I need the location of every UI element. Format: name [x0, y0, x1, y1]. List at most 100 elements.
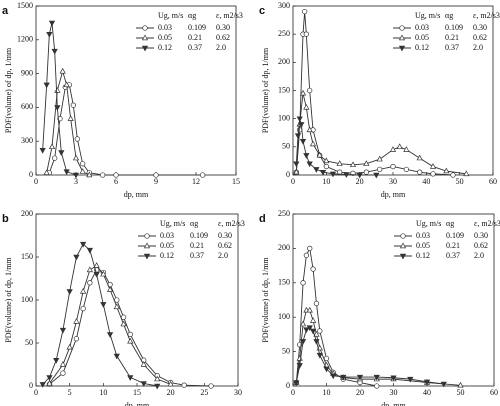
x-tick-label: 20 [356, 177, 364, 186]
marker [73, 318, 80, 324]
y-tick-label: 0 [29, 170, 33, 179]
marker [340, 374, 347, 381]
panel-letter: b [2, 213, 9, 225]
marker [319, 169, 327, 176]
marker [306, 325, 313, 332]
legend-label: 0.05 [416, 241, 430, 250]
legend-header: Ug, m/s [415, 11, 440, 20]
marker [299, 339, 307, 345]
marker [323, 366, 330, 373]
legend-label: 0.12 [416, 251, 430, 260]
y-tick-label: 200 [278, 243, 290, 252]
x-tick-label: 30 [390, 388, 398, 397]
marker [440, 381, 447, 388]
marker [73, 336, 80, 342]
series-line [295, 118, 377, 176]
marker [106, 332, 114, 338]
marker [336, 160, 343, 166]
marker [307, 245, 313, 252]
marker [296, 363, 303, 369]
x-tick-label: 10 [99, 388, 107, 397]
y-tick-label: 50 [282, 142, 290, 151]
marker [54, 105, 61, 111]
marker [306, 126, 313, 133]
legend-header: Ug, m/s [158, 11, 183, 20]
marker [66, 289, 73, 295]
legend-header: ε, m2/s3 [473, 11, 500, 20]
marker [46, 31, 53, 38]
legend-label: 2.0 [216, 43, 226, 52]
marker [63, 81, 70, 88]
marker [373, 172, 380, 179]
marker [374, 383, 380, 389]
legend-label: 2.0 [218, 251, 228, 260]
x-tick-label: 20 [167, 388, 175, 397]
marker [306, 161, 313, 168]
x-axis-label: dp, mm [125, 401, 150, 406]
marker [313, 300, 320, 307]
legend-label: 0.109 [188, 23, 206, 32]
marker [113, 353, 120, 360]
marker [356, 374, 364, 381]
y-tick-label: 300 [21, 136, 33, 145]
marker [43, 169, 50, 175]
marker [403, 166, 409, 173]
x-tick-label: 15 [232, 177, 240, 186]
x-tick-label: 30 [389, 177, 397, 186]
marker [399, 25, 405, 31]
x-tick-label: 40 [423, 388, 431, 397]
legend-label: 0.37 [445, 43, 459, 52]
legend-label: 0.03 [415, 23, 429, 32]
marker [140, 381, 147, 387]
legend-header: Ug, m/s [160, 219, 185, 228]
legend-label: 0.37 [188, 43, 202, 52]
marker [73, 254, 80, 261]
y-tick-label: 300 [278, 1, 290, 10]
marker [416, 154, 423, 161]
y-axis-label: PDF(volume) of dp, 1/mm [261, 257, 270, 343]
x-tick-label: 12 [192, 177, 200, 186]
series-line [49, 269, 212, 387]
x-tick-label: 10 [323, 388, 331, 397]
marker [443, 167, 450, 174]
legend-label: 0.30 [473, 23, 487, 32]
marker [399, 242, 407, 249]
series-line [295, 309, 461, 386]
legend-label: 0.62 [216, 33, 230, 42]
legend-header: ε, m2/s3 [474, 219, 500, 228]
marker [100, 270, 107, 277]
legend-label: 0.03 [160, 231, 174, 240]
marker [317, 328, 323, 334]
marker [310, 266, 316, 272]
marker [127, 337, 134, 344]
y-tick-label: 200 [278, 57, 290, 66]
marker [323, 157, 330, 164]
x-tick-label: 10 [322, 177, 330, 186]
marker [143, 242, 151, 249]
y-tick-label: 0 [286, 170, 290, 179]
marker [293, 168, 300, 175]
marker [79, 168, 86, 174]
marker [63, 169, 70, 176]
x-tick-label: 9 [154, 177, 158, 186]
marker [59, 361, 67, 367]
legend-label: 0.62 [218, 241, 232, 250]
marker [306, 306, 313, 313]
marker [309, 328, 317, 335]
marker [407, 376, 414, 383]
y-axis-label: PDF(volume) of dp, 1/mm [261, 47, 270, 133]
y-tick-label: 50 [282, 346, 290, 355]
marker [53, 358, 60, 364]
marker [52, 155, 58, 161]
marker [303, 327, 310, 334]
y-tick-label: 150 [278, 278, 290, 287]
legend-label: 0.109 [446, 231, 464, 240]
marker [93, 262, 100, 268]
marker [300, 280, 306, 286]
y-tick-label: 100 [278, 113, 290, 122]
x-tick-label: 0 [34, 177, 38, 186]
legend-label: 0.12 [415, 43, 429, 52]
y-axis-label: PDF(volume) of dp, 1/mm [4, 47, 13, 133]
marker [296, 116, 303, 123]
